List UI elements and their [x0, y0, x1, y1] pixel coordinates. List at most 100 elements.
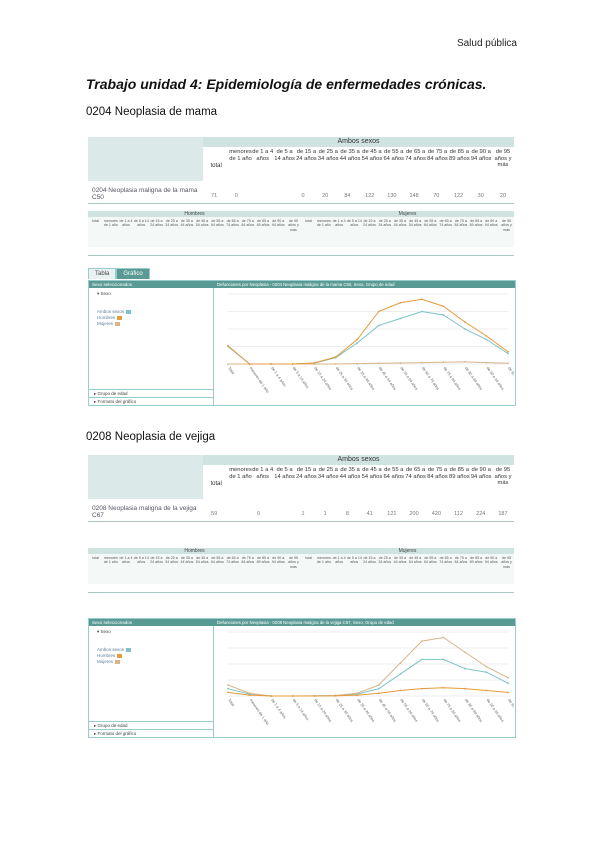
column-header[interactable]: de 95 años y más — [494, 149, 512, 168]
data-point[interactable] — [507, 352, 509, 355]
split-column-header[interactable]: de 35 a 44 años — [180, 556, 194, 565]
column-header[interactable]: de 95 años y más — [494, 467, 512, 486]
sidebar-footer-grupo[interactable]: ▸ Grupo de edad — [89, 721, 213, 729]
split-column-header[interactable]: de 90 a 94 años — [271, 219, 285, 228]
split-column-header[interactable]: de 55 a 64 años — [210, 219, 224, 228]
split-column-header[interactable]: de 85 a 89 años — [469, 219, 483, 228]
sidebar-item-sexo[interactable]: ▾ Sexo — [97, 291, 111, 296]
split-column-header[interactable]: de 35 a 44 años — [393, 556, 407, 565]
data-point[interactable] — [507, 691, 509, 694]
split-column-header[interactable]: de 55 a 64 años — [424, 219, 437, 228]
data-point[interactable] — [442, 658, 445, 661]
data-point[interactable] — [248, 692, 251, 695]
sidebar-item-mujeres[interactable]: Mujeres — [89, 659, 213, 665]
split-column-header[interactable]: de 65 a 74 años — [439, 219, 453, 228]
split-column-header[interactable]: de 45 a 54 años — [195, 556, 209, 565]
column-header[interactable]: de 55 a 64 años — [383, 467, 405, 480]
data-point[interactable] — [377, 310, 380, 313]
split-column-header[interactable]: de 85 a 89 años — [469, 556, 483, 565]
data-point[interactable] — [464, 328, 466, 330]
data-point[interactable] — [377, 324, 380, 327]
split-column-header[interactable]: total — [92, 219, 99, 223]
split-column-header[interactable]: total — [305, 219, 313, 223]
data-point[interactable] — [442, 636, 445, 639]
split-column-header[interactable]: de 35 a 44 años — [180, 219, 194, 228]
data-point[interactable] — [399, 689, 402, 692]
sidebar-item-mujeres[interactable]: Mujeres — [89, 321, 213, 327]
split-column-header[interactable]: de 75 a 84 años — [454, 556, 468, 565]
split-column-header[interactable]: de 35 a 44 años — [393, 219, 407, 228]
column-header[interactable]: menores de 1 año — [229, 149, 252, 162]
column-header[interactable]: de 45 a 54 años — [361, 467, 383, 480]
data-point[interactable] — [356, 342, 359, 344]
data-point[interactable] — [485, 338, 488, 341]
split-column-header[interactable]: de 65 a 74 años — [439, 556, 453, 565]
column-header[interactable]: de 5 a 14 años — [274, 149, 295, 162]
split-column-header[interactable]: de 1 a 4 años — [119, 219, 133, 228]
data-point[interactable] — [507, 676, 509, 679]
split-column-header[interactable]: de 25 a 34 años — [378, 556, 392, 565]
data-point[interactable] — [334, 694, 337, 697]
row-label[interactable]: 0204 Neoplasia maligna de la mama C50 — [92, 187, 198, 201]
data-point[interactable] — [464, 321, 466, 323]
split-column-header[interactable]: menores de 1 año — [103, 219, 118, 228]
data-point[interactable] — [377, 684, 380, 686]
data-point[interactable] — [313, 695, 316, 697]
split-column-header[interactable]: de 15 a 24 años — [363, 219, 376, 228]
sidebar-footer-formato[interactable]: ▸ Formato del gráfico — [89, 397, 213, 405]
split-column-header[interactable]: de 90 a 94 años — [484, 219, 498, 228]
split-column-header[interactable]: de 90 a 94 años — [271, 556, 285, 565]
split-column-header[interactable]: de 85 a 89 años — [256, 219, 270, 228]
data-point[interactable] — [313, 362, 316, 364]
split-column-header[interactable]: de 90 a 94 años — [484, 556, 498, 565]
split-column-header[interactable]: de 25 a 34 años — [165, 556, 179, 565]
data-point[interactable] — [248, 694, 251, 696]
column-header[interactable]: de 1 a 4 años — [252, 149, 274, 162]
split-column-header[interactable]: de 1 a 4 años — [119, 556, 133, 565]
data-point[interactable] — [485, 671, 488, 674]
split-column-header[interactable]: de 15 a 24 años — [150, 219, 163, 228]
sidebar-item-hombres[interactable]: Hombres — [89, 315, 213, 321]
data-point[interactable] — [485, 689, 488, 692]
split-column-header[interactable]: de 75 a 84 años — [241, 556, 255, 565]
split-column-header[interactable]: de 5 a 14 años — [133, 556, 149, 565]
split-column-header[interactable]: de 15 a 24 años — [363, 556, 376, 565]
data-point[interactable] — [507, 682, 509, 685]
split-column-header[interactable]: menores de 1 año — [316, 556, 331, 565]
data-point[interactable] — [420, 361, 423, 364]
sidebar-item-ambos[interactable]: Ambos sexos — [89, 647, 213, 653]
data-point[interactable] — [485, 665, 488, 668]
column-header[interactable]: de 55 a 64 años — [383, 149, 405, 162]
sidebar-footer-formato[interactable]: ▸ Formato del gráfico — [89, 729, 213, 737]
data-point[interactable] — [507, 362, 509, 365]
split-column-header[interactable]: de 75 a 84 años — [241, 219, 255, 228]
data-point[interactable] — [291, 695, 294, 697]
sidebar-item-hombres[interactable]: Hombres — [89, 653, 213, 659]
column-header[interactable]: de 85 a 89 años — [448, 149, 470, 162]
split-column-header[interactable]: de 55 a 64 años — [424, 556, 437, 565]
split-column-header[interactable]: de 65 a 74 años — [226, 556, 239, 565]
data-point[interactable] — [270, 695, 272, 697]
data-point[interactable] — [227, 691, 229, 694]
column-header[interactable]: de 35 a 44 años — [339, 467, 361, 480]
data-point[interactable] — [420, 658, 423, 661]
data-point[interactable] — [334, 363, 337, 365]
split-column-header[interactable]: de 45 a 54 años — [195, 219, 209, 228]
split-column-header[interactable]: de 25 a 34 años — [378, 219, 392, 228]
column-header[interactable]: de 85 a 89 años — [448, 467, 470, 480]
data-point[interactable] — [356, 362, 359, 365]
data-point[interactable] — [248, 363, 251, 365]
data-point[interactable] — [227, 363, 229, 365]
column-header[interactable]: de 25 a 34 años — [317, 149, 339, 162]
split-column-header[interactable]: de 65 a 74 años — [226, 219, 239, 228]
split-column-header[interactable]: de 75 a 84 años — [454, 219, 468, 228]
data-point[interactable] — [420, 640, 423, 643]
data-point[interactable] — [485, 361, 488, 364]
data-point[interactable] — [356, 338, 359, 341]
data-point[interactable] — [442, 314, 445, 316]
column-header[interactable]: de 90 a 94 años — [470, 149, 492, 162]
column-header[interactable]: de 65 a 74 años — [405, 467, 426, 480]
split-column-header[interactable]: de 95 años y más — [288, 219, 299, 232]
data-point[interactable] — [291, 363, 294, 365]
column-header[interactable]: menores de 1 año — [229, 467, 252, 480]
